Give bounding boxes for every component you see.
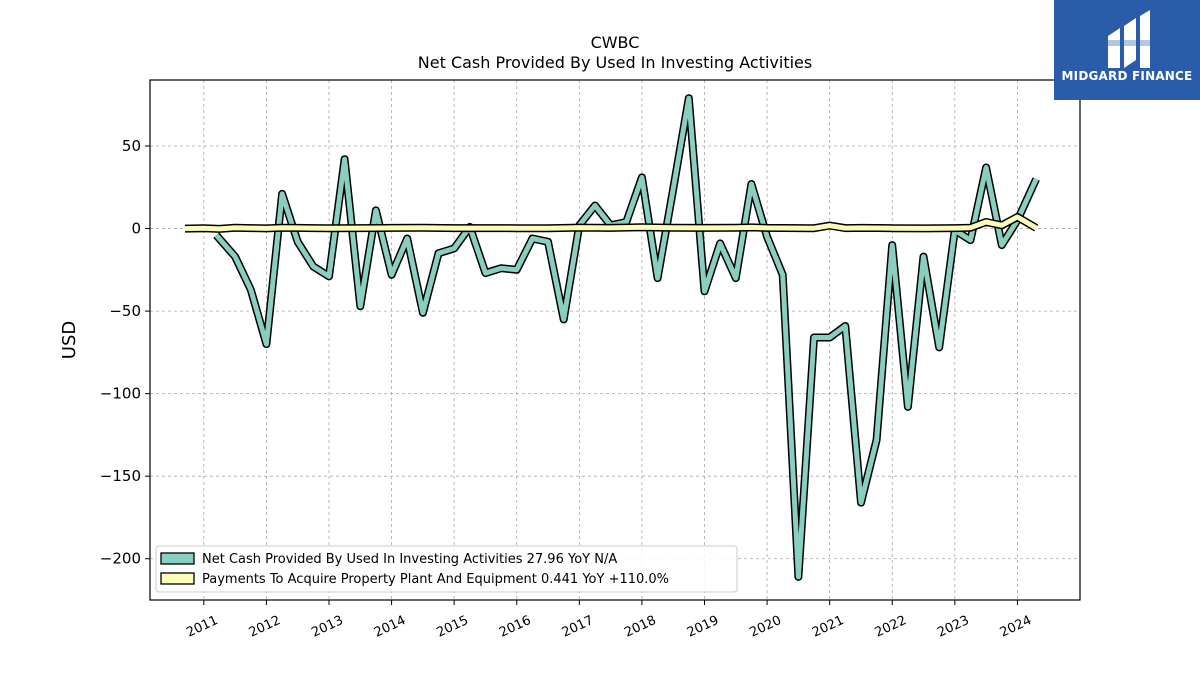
x-tick-label: 2015 [435, 613, 471, 641]
x-tick-label: 2012 [247, 613, 283, 641]
series-layer [184, 94, 1040, 581]
x-tick-label: 2013 [309, 613, 345, 641]
y-axis-label: USD [59, 321, 80, 359]
x-tick-label: 2019 [685, 613, 721, 641]
legend-swatch-payments-ppe [160, 572, 195, 585]
x-tick-label: 2020 [747, 613, 783, 641]
chart-title: CWBC [591, 33, 640, 52]
legend-box [155, 545, 738, 593]
legend-label-payments-ppe: Payments To Acquire Property Plant And E… [202, 572, 669, 587]
x-tick-label: 2022 [873, 613, 909, 641]
y-tick-label: −200 [100, 550, 141, 568]
series-net-cash [213, 94, 1040, 581]
legend: Net Cash Provided By Used In Investing A… [155, 545, 738, 593]
x-tick-label: 2017 [560, 613, 596, 641]
chart-subtitle: Net Cash Provided By Used In Investing A… [418, 53, 812, 72]
x-tick-label: 2011 [184, 613, 220, 641]
x-tick-label: 2021 [810, 613, 846, 641]
y-axis: 50 0 −50 −100 −150 −200 [100, 137, 150, 568]
plot-frame [149, 79, 1081, 601]
x-tick-label: 2018 [622, 613, 658, 641]
x-tick-label: 2024 [998, 613, 1034, 641]
midgard-finance-logo: MIDGARD FINANCE [1054, 0, 1200, 100]
y-tick-label: −150 [100, 467, 141, 485]
series-payments-ppe [184, 213, 1039, 233]
x-tick-label: 2023 [935, 613, 971, 641]
legend-swatch-net-cash [160, 552, 195, 565]
x-axis: 2011 2012 2013 2014 2015 2016 2017 2018 2019 2020… [184, 600, 1034, 641]
y-tick-label: −50 [109, 302, 141, 320]
y-tick-label: 0 [131, 220, 141, 238]
logo-mark-icon [1106, 10, 1152, 68]
x-tick-label: 2014 [372, 613, 408, 641]
y-tick-label: 50 [122, 137, 141, 155]
series-line [214, 95, 1039, 580]
series-line [184, 214, 1038, 232]
x-tick-label: 2016 [497, 613, 533, 641]
y-tick-label: −100 [100, 385, 141, 403]
logo-text: MIDGARD FINANCE [1062, 69, 1193, 83]
legend-label-net-cash: Net Cash Provided By Used In Investing A… [202, 552, 617, 567]
